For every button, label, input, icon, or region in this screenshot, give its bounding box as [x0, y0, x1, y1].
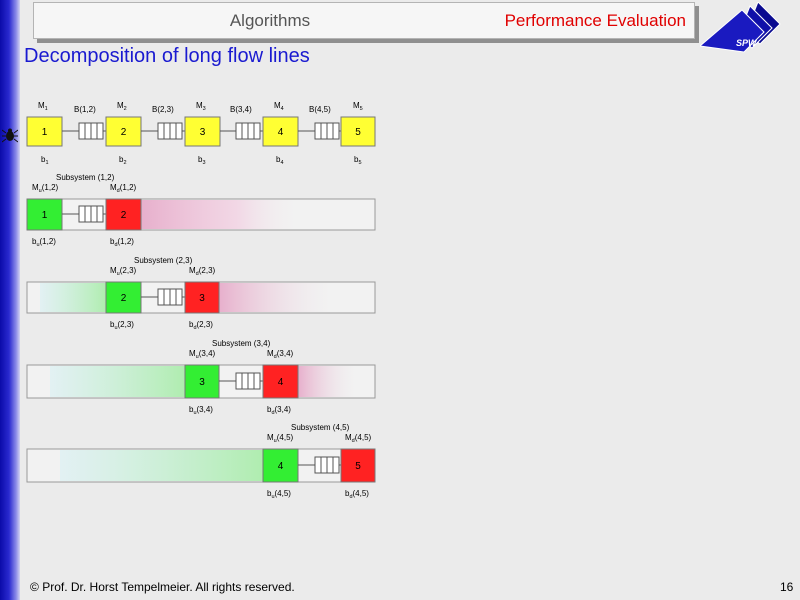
upstream-machine-num: 2	[121, 293, 127, 304]
machine-label-m3: M3	[196, 101, 206, 112]
downstream-buffer-label: bd(3,4)	[267, 405, 291, 416]
page-number: 16	[780, 580, 794, 594]
subsystem-1-2: Subsystem (1,2) Mu(1,2) Md(1,2) 1 2 bu(1…	[26, 173, 376, 248]
buffer-label-b34: B(3,4)	[230, 105, 252, 114]
upstream-machine-box	[105, 281, 142, 314]
spw-logo-text: SPW	[736, 38, 758, 48]
buffer-cap-b4: b4	[276, 155, 284, 166]
buffer-queue	[141, 288, 185, 306]
upstream-gradient	[50, 366, 185, 397]
buffer-queue-12	[62, 122, 106, 140]
buffer-queue	[219, 372, 263, 390]
copyright-icon: ©	[30, 580, 39, 594]
downstream-machine-num: 4	[278, 377, 284, 388]
subsystem-title: Subsystem (3,4)	[212, 339, 271, 348]
upstream-machine-box	[184, 364, 220, 399]
copyright-text: Prof. Dr. Horst Tempelmeier. All rights …	[42, 580, 295, 594]
buffer-queue	[298, 456, 341, 474]
downstream-machine-label: Md(4,5)	[345, 433, 372, 444]
downstream-machine-box	[262, 364, 299, 399]
buffer-cap-b2: b2	[119, 155, 127, 166]
downstream-gradient	[141, 200, 301, 229]
machine-box-1	[26, 116, 63, 147]
upstream-machine-num: 1	[42, 210, 48, 221]
subsystem-title: Subsystem (4,5)	[291, 423, 350, 432]
buffer-queue-45	[298, 122, 341, 140]
slide-title: Decomposition of long flow lines	[24, 45, 310, 67]
footer-copyright: © Prof. Dr. Horst Tempelmeier. All right…	[30, 580, 295, 594]
machine-num-2: 2	[121, 127, 127, 138]
machine-label-m5: M5	[353, 101, 363, 112]
machine-num-1: 1	[42, 127, 48, 138]
upstream-machine-box	[262, 448, 299, 483]
upstream-machine-label: Mu(1,2)	[32, 183, 59, 194]
downstream-machine-box	[184, 281, 220, 314]
header-bar: Algorithms Performance Evaluation	[33, 2, 695, 39]
subsystem-2-3: Subsystem (2,3) Mu(2,3) Md(2,3) 2 3 bu(2…	[26, 256, 376, 331]
buffer-queue-34	[220, 122, 263, 140]
buffer-cap-b3: b3	[198, 155, 206, 166]
buffer-label-b12: B(1,2)	[74, 105, 96, 114]
machine-label-m1: M1	[38, 101, 48, 112]
downstream-buffer-label: bd(1,2)	[110, 237, 134, 248]
downstream-machine-num: 2	[121, 210, 127, 221]
upstream-machine-label: Mu(3,4)	[189, 349, 216, 360]
upstream-gradient	[40, 283, 106, 312]
machine-box-2	[105, 116, 142, 147]
machine-box-5	[340, 116, 376, 147]
upstream-machine-label: Mu(2,3)	[110, 266, 137, 277]
upstream-machine-box	[26, 198, 63, 231]
upstream-machine-num: 4	[278, 461, 284, 472]
header-section: Algorithms	[229, 11, 311, 30]
upstream-machine-num: 3	[199, 377, 205, 388]
buffer-cap-b5: b5	[354, 155, 362, 166]
buffer-label-b23: B(2,3)	[152, 105, 174, 114]
downstream-gradient	[298, 366, 354, 397]
header-topic: Performance Evaluation	[504, 11, 686, 30]
downstream-buffer-label: bd(2,3)	[189, 320, 213, 331]
downstream-machine-label: Md(1,2)	[110, 183, 137, 194]
upstream-machine-label: Mu(4,5)	[267, 433, 294, 444]
machine-box-3	[184, 116, 221, 147]
upstream-buffer-label: bu(2,3)	[110, 320, 134, 331]
buffer-label-b45: B(4,5)	[309, 105, 331, 114]
upstream-buffer-label: bu(4,5)	[267, 489, 291, 500]
downstream-gradient	[219, 283, 329, 312]
subsystem-title: Subsystem (2,3)	[134, 256, 193, 265]
subsystem-4-5: Subsystem (4,5) Mu(4,5) Md(4,5) 4 5 bu(4…	[26, 423, 376, 500]
left-sidebar	[0, 0, 20, 600]
upstream-buffer-label: bu(1,2)	[32, 237, 56, 248]
machine-label-m2: M2	[117, 101, 127, 112]
machine-num-4: 4	[278, 127, 284, 138]
subsystem-title: Subsystem (1,2)	[56, 173, 115, 182]
downstream-buffer-label: bd(4,5)	[345, 489, 369, 500]
downstream-machine-box	[340, 448, 376, 483]
downstream-machine-label: Md(2,3)	[189, 266, 216, 277]
spw-logo: SPW	[700, 2, 781, 53]
downstream-machine-num: 5	[355, 461, 361, 472]
machine-num-5: 5	[355, 127, 361, 138]
buffer-queue-23	[141, 122, 185, 140]
upstream-gradient	[60, 450, 263, 481]
flow-line: M1 1 b1 B(1,2) M2 2 b2 B(2,3) M3 3 b3 B(…	[26, 101, 376, 166]
downstream-machine-num: 3	[199, 293, 205, 304]
upstream-buffer-label: bu(3,4)	[189, 405, 213, 416]
machine-num-3: 3	[200, 127, 206, 138]
downstream-machine-label: Md(3,4)	[267, 349, 294, 360]
machine-label-m4: M4	[274, 101, 284, 112]
buffer-cap-b1: b1	[41, 155, 49, 166]
buffer-queue	[62, 205, 106, 223]
downstream-machine-box	[105, 198, 142, 231]
bug-icon	[2, 128, 18, 143]
subsystem-3-4: Subsystem (3,4) Mu(3,4) Md(3,4) 3 4 bu(3…	[26, 339, 376, 416]
